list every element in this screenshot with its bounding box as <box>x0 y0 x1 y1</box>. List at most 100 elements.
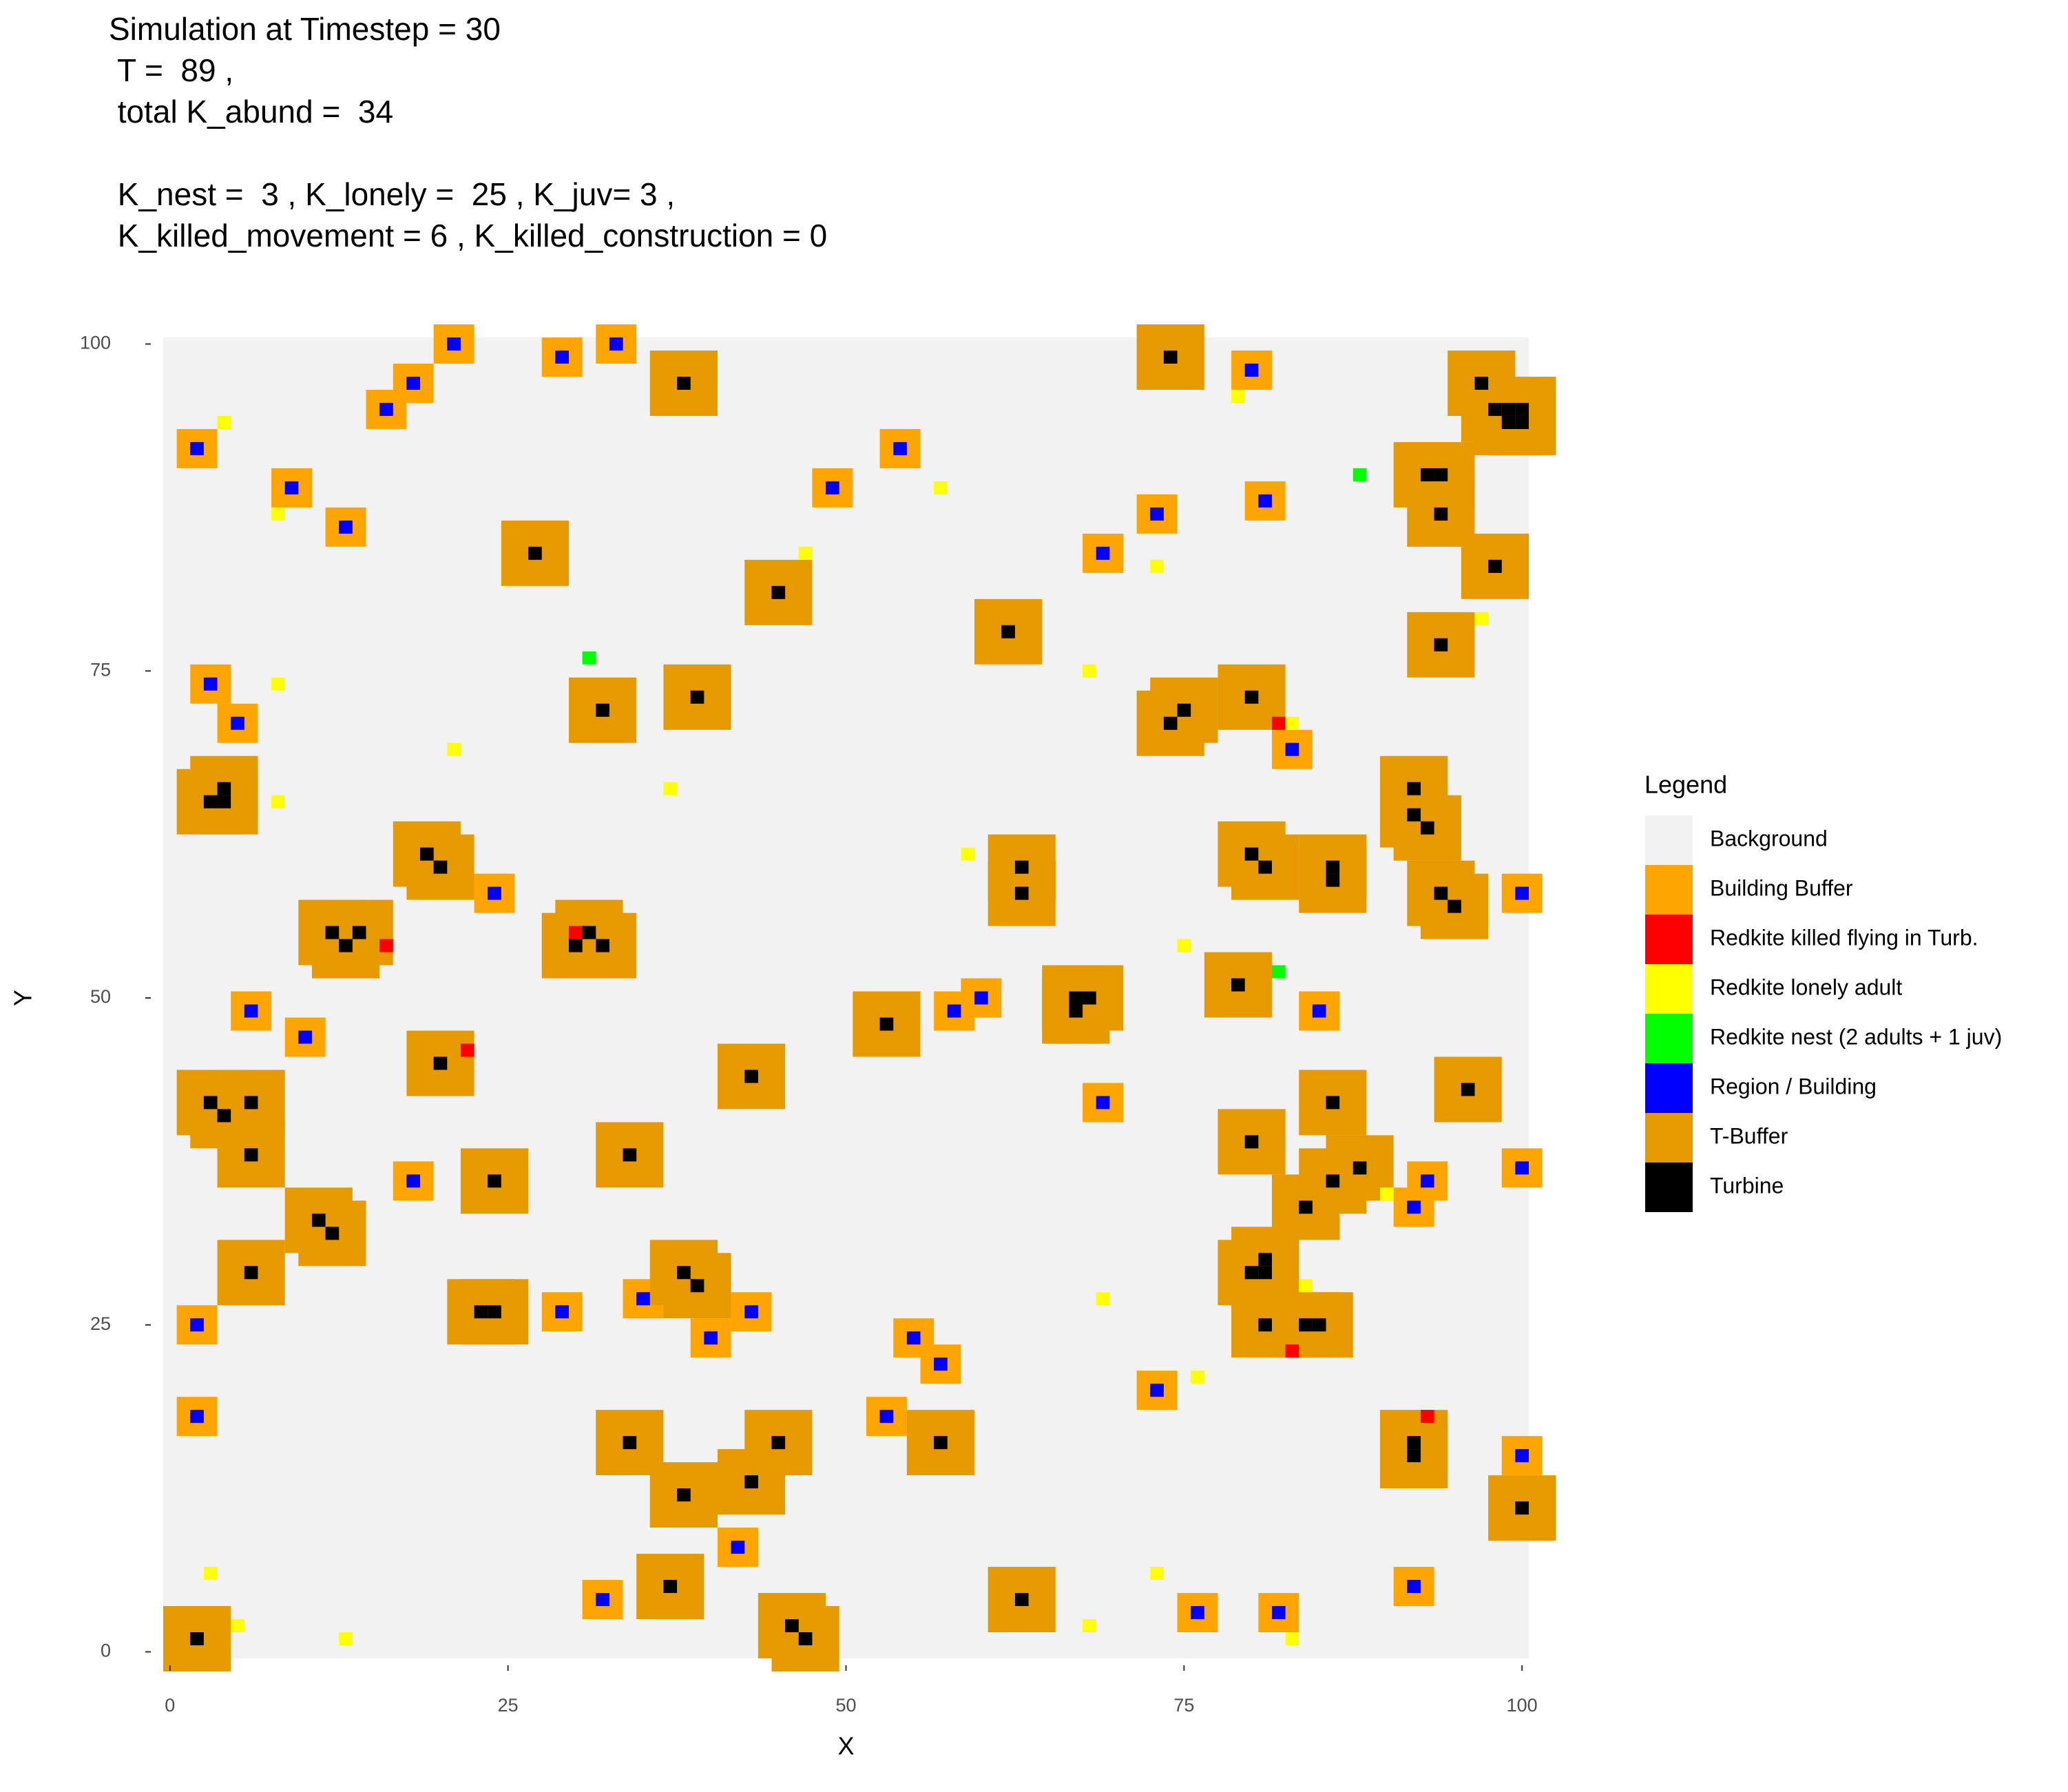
tile <box>447 742 461 756</box>
tile <box>596 703 609 717</box>
tile <box>690 1279 704 1293</box>
tile <box>974 991 988 1005</box>
tile <box>325 926 340 939</box>
legend-label: Redkite lonely adult <box>1710 975 1902 999</box>
chart-title: K_nest = 3 , K_lonely = 25 , K_juv= 3 , <box>109 176 675 212</box>
tile <box>1083 664 1096 678</box>
tile <box>231 1619 244 1633</box>
tile <box>1501 402 1516 416</box>
tile <box>325 1227 340 1240</box>
tile <box>744 1305 758 1319</box>
tile <box>1096 546 1110 560</box>
tile <box>1271 965 1286 979</box>
tile <box>690 690 704 704</box>
tile <box>406 1174 421 1188</box>
tile <box>1069 991 1083 1005</box>
tile <box>217 415 231 429</box>
tile <box>1244 1266 1259 1280</box>
tile <box>460 1043 474 1057</box>
tile <box>609 337 623 351</box>
tile <box>1258 1318 1272 1332</box>
x-tick-label: 50 <box>835 1695 856 1716</box>
tile <box>1448 899 1461 913</box>
y-tick-label: 25 <box>90 1313 111 1334</box>
tile <box>893 441 907 455</box>
tile <box>771 585 786 599</box>
tile <box>1258 1266 1272 1280</box>
tile <box>1014 860 1029 874</box>
tile <box>744 1070 758 1083</box>
chart-title: K_killed_movement = 6 , K_killed_constru… <box>109 218 827 253</box>
tile <box>1434 638 1448 652</box>
tile <box>1488 402 1502 416</box>
tile <box>1299 1318 1313 1332</box>
tile <box>1420 468 1434 481</box>
tile <box>1407 1449 1421 1463</box>
tile <box>1258 494 1272 508</box>
tile <box>1515 1161 1529 1175</box>
tile <box>1258 860 1272 874</box>
legend-label: Redkite killed flying in Turb. <box>1710 925 1978 950</box>
tile <box>1163 350 1178 364</box>
tile <box>190 1632 204 1646</box>
legend-key <box>1645 964 1693 1014</box>
tile <box>1434 507 1448 521</box>
tile <box>704 1331 718 1345</box>
tile <box>961 847 975 861</box>
tile <box>798 546 813 560</box>
tile <box>555 350 570 364</box>
tile <box>203 677 218 691</box>
tile <box>284 481 299 494</box>
tile <box>1352 1161 1367 1175</box>
y-tick-label: 0 <box>101 1640 111 1661</box>
tile <box>1515 1501 1529 1515</box>
tile <box>1150 507 1164 521</box>
tile <box>339 520 353 534</box>
tile <box>1069 1004 1083 1018</box>
tile <box>271 507 285 521</box>
tile <box>1352 468 1367 481</box>
legend-label: Building Buffer <box>1710 875 1853 900</box>
tile <box>1474 612 1489 625</box>
x-tick-label: 25 <box>498 1695 519 1716</box>
tile <box>1271 1606 1286 1620</box>
tile <box>1515 415 1529 429</box>
tile <box>352 926 366 939</box>
tile <box>1312 1318 1326 1332</box>
tile <box>798 1632 813 1646</box>
tile <box>1515 1449 1529 1463</box>
tile <box>1285 1344 1299 1358</box>
tile <box>528 546 542 560</box>
legend-key <box>1645 1113 1693 1163</box>
tile <box>731 1541 745 1554</box>
tile <box>1407 782 1421 795</box>
legend-label: T-Buffer <box>1710 1123 1788 1148</box>
tile <box>1407 1436 1421 1450</box>
legend-key <box>1645 1014 1693 1063</box>
tile <box>1150 559 1164 573</box>
tile <box>1271 716 1286 730</box>
tile <box>203 795 218 809</box>
legend-title: Legend <box>1644 771 1727 799</box>
tile <box>244 1004 258 1018</box>
tile <box>744 1475 758 1489</box>
tile <box>231 716 244 730</box>
tile <box>190 1318 204 1332</box>
legend-key <box>1645 815 1693 865</box>
tile <box>879 1410 894 1424</box>
tile <box>1407 1200 1421 1214</box>
tile <box>1434 468 1448 481</box>
tile <box>1461 1083 1475 1096</box>
tile <box>379 402 393 416</box>
tile <box>488 886 501 900</box>
legend-key <box>1645 915 1693 964</box>
tile <box>1244 363 1259 377</box>
tile <box>1014 1593 1029 1607</box>
tile <box>488 1305 501 1319</box>
x-tick-label: 100 <box>1507 1695 1538 1716</box>
tile <box>1096 1292 1110 1306</box>
tile <box>623 1436 637 1450</box>
tile <box>636 1292 650 1306</box>
tile <box>203 1567 218 1581</box>
